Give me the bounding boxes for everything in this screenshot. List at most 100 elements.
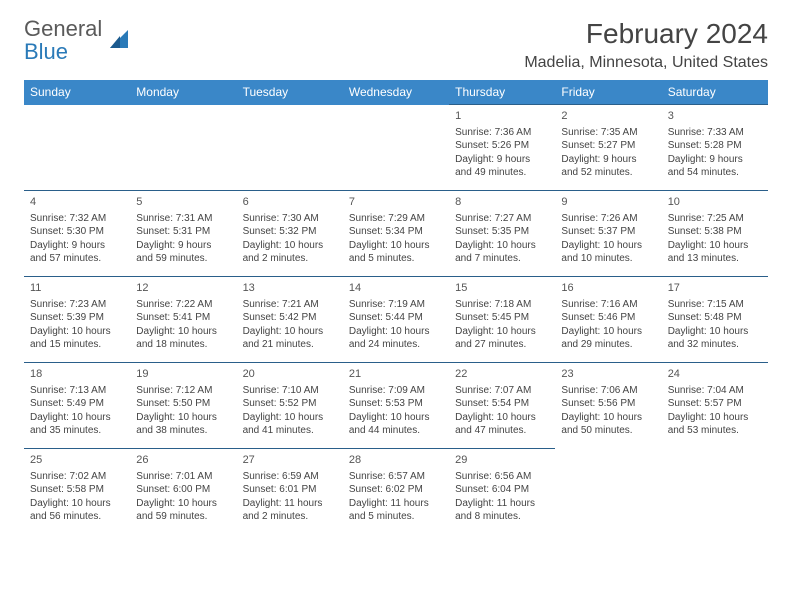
- daylight-text: Daylight: 10 hours and 47 minutes.: [455, 411, 549, 438]
- sunset-text: Sunset: 5:41 PM: [136, 311, 230, 325]
- sunrise-text: Sunrise: 7:04 AM: [668, 384, 762, 398]
- daylight-text: Daylight: 11 hours and 8 minutes.: [455, 497, 549, 524]
- sunrise-text: Sunrise: 7:31 AM: [136, 212, 230, 226]
- day-number: 13: [243, 281, 337, 296]
- sunrise-text: Sunrise: 7:10 AM: [243, 384, 337, 398]
- day-number: 15: [455, 281, 549, 296]
- day-number: 6: [243, 195, 337, 210]
- calendar-day-cell: 11Sunrise: 7:23 AMSunset: 5:39 PMDayligh…: [24, 277, 130, 363]
- daylight-text: Daylight: 10 hours and 7 minutes.: [455, 239, 549, 266]
- daylight-text: Daylight: 9 hours and 49 minutes.: [455, 153, 549, 180]
- sunrise-text: Sunrise: 7:35 AM: [561, 126, 655, 140]
- daylight-text: Daylight: 10 hours and 50 minutes.: [561, 411, 655, 438]
- day-number: 8: [455, 195, 549, 210]
- day-number: 2: [561, 109, 655, 124]
- calendar-week-row: 4Sunrise: 7:32 AMSunset: 5:30 PMDaylight…: [24, 191, 768, 277]
- day-number: 19: [136, 367, 230, 382]
- calendar-day-cell: 7Sunrise: 7:29 AMSunset: 5:34 PMDaylight…: [343, 191, 449, 277]
- sunset-text: Sunset: 5:50 PM: [136, 397, 230, 411]
- calendar-day-cell: 15Sunrise: 7:18 AMSunset: 5:45 PMDayligh…: [449, 277, 555, 363]
- day-number: 29: [455, 453, 549, 468]
- sunrise-text: Sunrise: 7:09 AM: [349, 384, 443, 398]
- day-header-tuesday: Tuesday: [237, 80, 343, 105]
- calendar-day-cell: 18Sunrise: 7:13 AMSunset: 5:49 PMDayligh…: [24, 363, 130, 449]
- day-header-friday: Friday: [555, 80, 661, 105]
- sunset-text: Sunset: 5:38 PM: [668, 225, 762, 239]
- daylight-text: Daylight: 10 hours and 10 minutes.: [561, 239, 655, 266]
- sunset-text: Sunset: 5:31 PM: [136, 225, 230, 239]
- calendar-day-cell: 26Sunrise: 7:01 AMSunset: 6:00 PMDayligh…: [130, 449, 236, 535]
- sunset-text: Sunset: 5:26 PM: [455, 139, 549, 153]
- sunset-text: Sunset: 5:56 PM: [561, 397, 655, 411]
- day-number: 7: [349, 195, 443, 210]
- daylight-text: Daylight: 10 hours and 38 minutes.: [136, 411, 230, 438]
- sunset-text: Sunset: 5:28 PM: [668, 139, 762, 153]
- sunset-text: Sunset: 6:04 PM: [455, 483, 549, 497]
- calendar-day-cell: 23Sunrise: 7:06 AMSunset: 5:56 PMDayligh…: [555, 363, 661, 449]
- daylight-text: Daylight: 10 hours and 21 minutes.: [243, 325, 337, 352]
- calendar-empty-cell: [555, 449, 661, 535]
- calendar-day-cell: 22Sunrise: 7:07 AMSunset: 5:54 PMDayligh…: [449, 363, 555, 449]
- daylight-text: Daylight: 10 hours and 44 minutes.: [349, 411, 443, 438]
- calendar-day-cell: 12Sunrise: 7:22 AMSunset: 5:41 PMDayligh…: [130, 277, 236, 363]
- sunset-text: Sunset: 6:01 PM: [243, 483, 337, 497]
- calendar-week-row: 25Sunrise: 7:02 AMSunset: 5:58 PMDayligh…: [24, 449, 768, 535]
- sunrise-text: Sunrise: 7:12 AM: [136, 384, 230, 398]
- sunset-text: Sunset: 5:34 PM: [349, 225, 443, 239]
- sunset-text: Sunset: 5:52 PM: [243, 397, 337, 411]
- day-header-sunday: Sunday: [24, 80, 130, 105]
- sunrise-text: Sunrise: 7:19 AM: [349, 298, 443, 312]
- sunset-text: Sunset: 5:44 PM: [349, 311, 443, 325]
- calendar-page: General Blue February 2024 Madelia, Minn…: [0, 0, 792, 553]
- calendar-empty-cell: [662, 449, 768, 535]
- sunrise-text: Sunrise: 7:18 AM: [455, 298, 549, 312]
- day-number: 10: [668, 195, 762, 210]
- sunset-text: Sunset: 5:37 PM: [561, 225, 655, 239]
- day-number: 11: [30, 281, 124, 296]
- daylight-text: Daylight: 11 hours and 2 minutes.: [243, 497, 337, 524]
- sunset-text: Sunset: 5:27 PM: [561, 139, 655, 153]
- calendar-day-cell: 19 Sunrise: 7:12 AMSunset: 5:50 PMDayligh…: [130, 363, 236, 449]
- day-number: 17: [668, 281, 762, 296]
- sunset-text: Sunset: 6:00 PM: [136, 483, 230, 497]
- daylight-text: Daylight: 10 hours and 59 minutes.: [136, 497, 230, 524]
- calendar-day-cell: 2Sunrise: 7:35 AMSunset: 5:27 PMDaylight…: [555, 105, 661, 191]
- sunrise-text: Sunrise: 7:36 AM: [455, 126, 549, 140]
- sunrise-text: Sunrise: 7:29 AM: [349, 212, 443, 226]
- calendar-week-row: 11Sunrise: 7:23 AMSunset: 5:39 PMDayligh…: [24, 277, 768, 363]
- sunrise-text: Sunrise: 7:30 AM: [243, 212, 337, 226]
- sunset-text: Sunset: 5:35 PM: [455, 225, 549, 239]
- sunset-text: Sunset: 5:46 PM: [561, 311, 655, 325]
- sunset-text: Sunset: 5:49 PM: [30, 397, 124, 411]
- sunrise-text: Sunrise: 7:06 AM: [561, 384, 655, 398]
- day-header-thursday: Thursday: [449, 80, 555, 105]
- sunrise-text: Sunrise: 6:56 AM: [455, 470, 549, 484]
- day-number: 18: [30, 367, 124, 382]
- sunrise-text: Sunrise: 7:07 AM: [455, 384, 549, 398]
- sunset-text: Sunset: 6:02 PM: [349, 483, 443, 497]
- daylight-text: Daylight: 10 hours and 13 minutes.: [668, 239, 762, 266]
- day-header-monday: Monday: [130, 80, 236, 105]
- daylight-text: Daylight: 9 hours and 57 minutes.: [30, 239, 124, 266]
- day-number: 24: [668, 367, 762, 382]
- sunrise-text: Sunrise: 7:25 AM: [668, 212, 762, 226]
- daylight-text: Daylight: 10 hours and 41 minutes.: [243, 411, 337, 438]
- sunset-text: Sunset: 5:58 PM: [30, 483, 124, 497]
- daylight-text: Daylight: 10 hours and 35 minutes.: [30, 411, 124, 438]
- sunset-text: Sunset: 5:48 PM: [668, 311, 762, 325]
- month-title: February 2024: [524, 18, 768, 50]
- calendar-week-row: 1Sunrise: 7:36 AMSunset: 5:26 PMDaylight…: [24, 105, 768, 191]
- day-number: 20: [243, 367, 337, 382]
- day-header-wednesday: Wednesday: [343, 80, 449, 105]
- calendar-day-cell: 4Sunrise: 7:32 AMSunset: 5:30 PMDaylight…: [24, 191, 130, 277]
- day-number: 27: [243, 453, 337, 468]
- sunset-text: Sunset: 5:30 PM: [30, 225, 124, 239]
- calendar-day-cell: 20 Sunrise: 7:10 AMSunset: 5:52 PMDayligh…: [237, 363, 343, 449]
- calendar-day-cell: 24Sunrise: 7:04 AMSunset: 5:57 PMDayligh…: [662, 363, 768, 449]
- day-number: 3: [668, 109, 762, 124]
- sunrise-text: Sunrise: 7:32 AM: [30, 212, 124, 226]
- calendar-day-cell: 14Sunrise: 7:19 AMSunset: 5:44 PMDayligh…: [343, 277, 449, 363]
- daylight-text: Daylight: 9 hours and 54 minutes.: [668, 153, 762, 180]
- calendar-day-cell: 1Sunrise: 7:36 AMSunset: 5:26 PMDaylight…: [449, 105, 555, 191]
- calendar-day-cell: 16Sunrise: 7:16 AMSunset: 5:46 PMDayligh…: [555, 277, 661, 363]
